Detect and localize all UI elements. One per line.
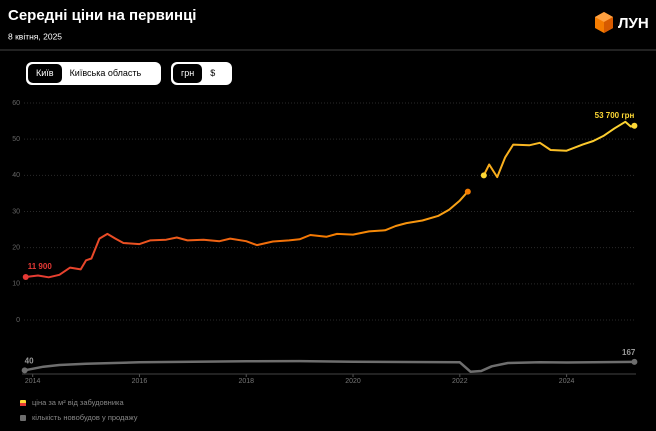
x-tick-label: 2024 [559,378,575,385]
x-tick-label: 2022 [452,378,468,385]
value-label: 53 700 грн [595,111,635,120]
toggle-option[interactable]: $ [210,68,216,78]
y-tick-label: 10 [12,281,20,288]
toggle-option[interactable]: Київ [28,64,62,83]
logo-icon [595,12,613,33]
end-dot [631,122,638,129]
series-line [24,359,635,373]
toggle-option[interactable]: Київська область [69,68,142,78]
end-dot [480,172,487,179]
x-tick-label: 2020 [345,378,361,385]
legend-label: ціна за м² від забудовника [32,398,124,407]
value-label: 167 [622,348,636,357]
toggle-option[interactable]: грн [173,64,203,83]
title: Середні ціни на первинці [8,7,196,24]
date: 8 квітня, 2025 [8,31,62,41]
y-tick-label: 60 [12,100,20,107]
end-dot [22,273,29,280]
legend-swatch-part [20,403,26,406]
y-tick-label: 30 [12,208,20,215]
value-label: 11 900 [28,262,53,271]
city-toggle: Київ Київська область [26,62,161,85]
x-tick-label: 2014 [25,378,41,385]
legend-swatch [20,415,26,421]
end-dot [464,188,471,195]
value-label: 40 [25,356,34,365]
legend-label: кількість новобудов у продажу [32,413,138,422]
end-dot [21,367,28,374]
currency-toggle: грн $ [171,62,232,85]
y-tick-label: 50 [12,136,20,143]
y-tick-label: 40 [12,172,20,179]
x-tick-label: 2016 [132,378,148,385]
y-tick-label: 20 [12,245,20,252]
end-dot [631,358,638,365]
series-line [25,120,635,279]
y-tick-label: 0 [16,317,20,324]
logo: ЛУН [618,15,649,32]
x-tick-label: 2018 [238,378,254,385]
